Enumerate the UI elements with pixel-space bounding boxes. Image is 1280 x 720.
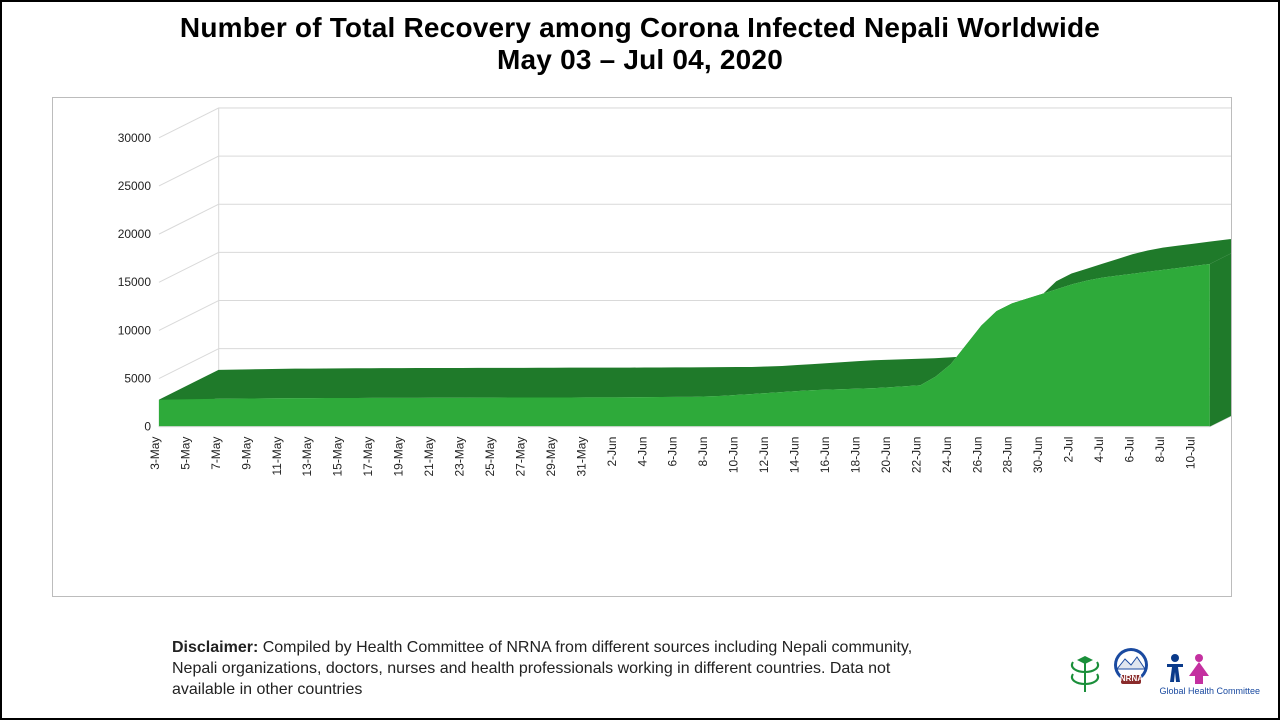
disclaimer: Disclaimer: Compiled by Health Committee… [172,637,932,700]
svg-text:4-Jul: 4-Jul [1092,437,1106,463]
svg-text:22-Jun: 22-Jun [909,437,923,474]
svg-text:10-Jun: 10-Jun [727,437,741,474]
svg-text:4-Jun: 4-Jun [635,437,649,467]
chart-container: 0 5000 10000 15000 20000 25000 30000 3-May 5-May… [52,97,1232,597]
svg-text:19-May: 19-May [392,437,406,477]
svg-text:2-Jun: 2-Jun [605,437,619,467]
svg-text:25000: 25000 [118,179,152,193]
ghc-label: Global Health Committee [1159,686,1260,696]
disclaimer-label: Disclaimer: [172,639,258,656]
svg-text:5000: 5000 [124,372,151,386]
title-line-1: Number of Total Recovery among Corona In… [32,12,1248,44]
ghc-logo-wrap: Global Health Committee [1159,652,1260,696]
nrna-label: NRNA [1109,674,1153,683]
svg-text:20-Jun: 20-Jun [879,437,893,474]
svg-text:28-Jun: 28-Jun [1001,437,1015,474]
svg-text:12-Jun: 12-Jun [757,437,771,474]
svg-text:25-May: 25-May [483,437,497,477]
area-chart-3d: 0 5000 10000 15000 20000 25000 30000 3-May 5-May… [53,98,1231,596]
svg-text:23-May: 23-May [453,437,467,477]
svg-text:30-Jun: 30-Jun [1031,437,1045,474]
svg-text:18-Jun: 18-Jun [848,437,862,474]
svg-text:2-Jul: 2-Jul [1062,437,1076,463]
svg-text:21-May: 21-May [422,437,436,477]
people-icon [1159,652,1215,686]
svg-text:16-Jun: 16-Jun [818,437,832,474]
svg-text:13-May: 13-May [300,437,314,477]
svg-text:24-Jun: 24-Jun [940,437,954,474]
title-line-2: May 03 – Jul 04, 2020 [32,44,1248,76]
slide-frame: Number of Total Recovery among Corona In… [0,0,1280,720]
svg-text:7-May: 7-May [209,437,223,470]
svg-text:8-Jul: 8-Jul [1153,437,1167,463]
title-block: Number of Total Recovery among Corona In… [2,2,1278,80]
svg-text:10-Jul: 10-Jul [1183,437,1197,470]
svg-text:14-Jun: 14-Jun [788,437,802,474]
svg-text:0: 0 [144,420,151,434]
svg-text:15-May: 15-May [331,437,345,477]
logo-row: NRNA Global Health Committee [1067,647,1260,696]
svg-text:26-Jun: 26-Jun [970,437,984,474]
svg-text:29-May: 29-May [544,437,558,477]
svg-text:3-May: 3-May [148,437,162,470]
disclaimer-text: Compiled by Health Committee of NRNA fro… [172,639,912,698]
svg-text:15000: 15000 [118,275,152,289]
nrna-logo-wrap: NRNA [1109,647,1153,696]
svg-text:17-May: 17-May [361,437,375,477]
svg-text:5-May: 5-May [178,437,192,470]
svg-text:6-Jun: 6-Jun [666,437,680,467]
svg-text:27-May: 27-May [513,437,527,477]
svg-text:8-Jun: 8-Jun [696,437,710,467]
svg-text:31-May: 31-May [574,437,588,477]
svg-text:30000: 30000 [118,131,152,145]
svg-text:10000: 10000 [118,323,152,337]
svg-text:11-May: 11-May [270,437,284,476]
svg-text:9-May: 9-May [239,437,253,470]
caduceus-icon [1067,656,1103,696]
svg-text:20000: 20000 [118,227,152,241]
svg-text:6-Jul: 6-Jul [1123,437,1137,463]
